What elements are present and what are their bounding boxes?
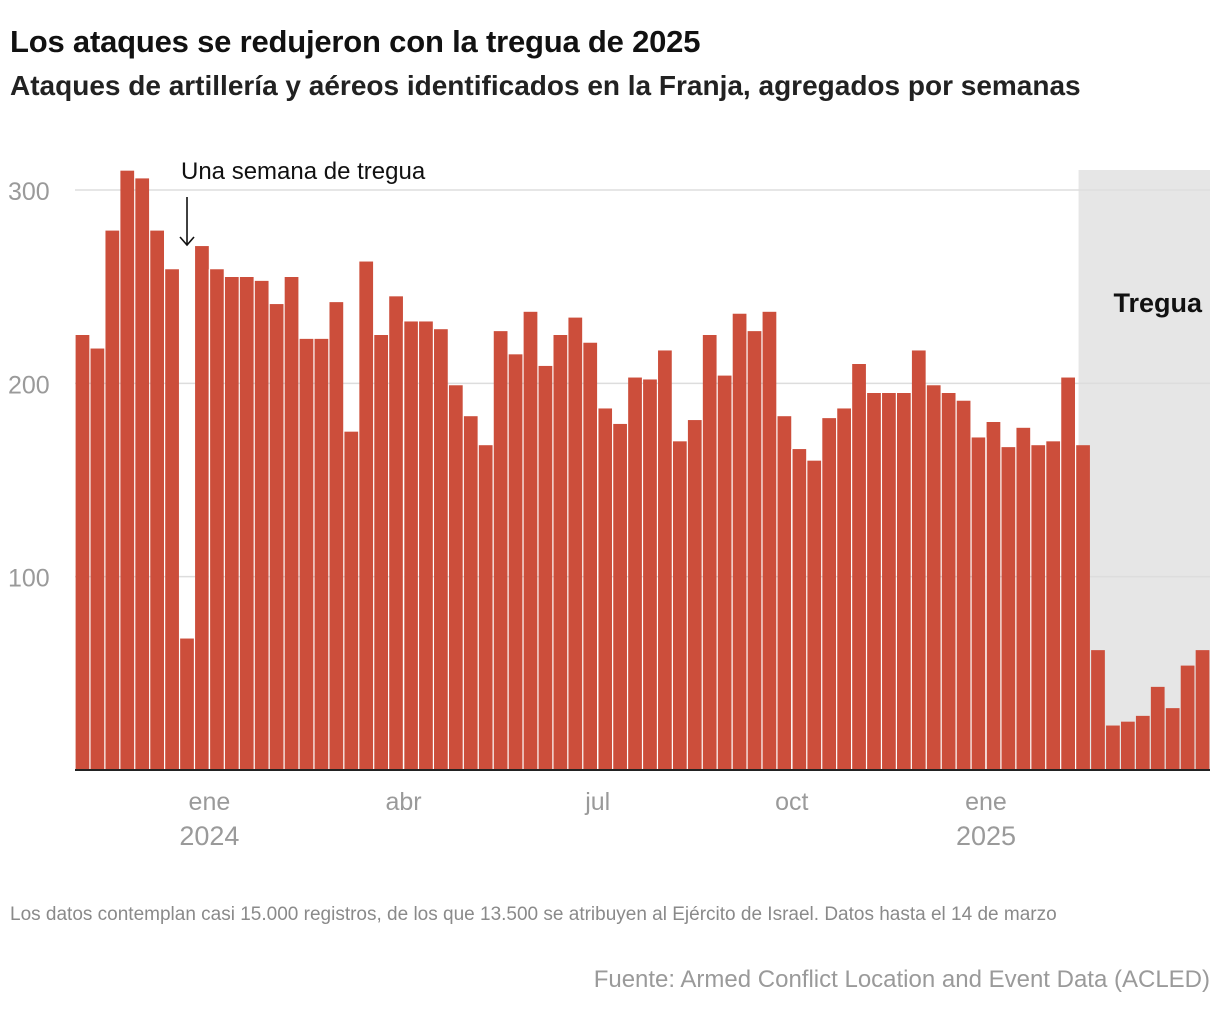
bar <box>239 277 254 770</box>
bar <box>538 365 553 770</box>
bar <box>613 423 627 770</box>
chart-note: Los datos contemplan casi 15.000 registr… <box>10 904 1057 925</box>
bar <box>180 638 194 770</box>
bar <box>478 445 493 770</box>
bar <box>1106 725 1120 770</box>
bar <box>747 331 762 770</box>
bar <box>1195 650 1210 770</box>
bar <box>434 329 448 770</box>
bar <box>419 321 433 770</box>
bar <box>329 302 344 770</box>
x-tick-label: ene <box>189 788 231 816</box>
bar <box>1180 665 1195 770</box>
bar <box>762 311 777 770</box>
bar <box>792 449 807 770</box>
bar <box>404 321 418 770</box>
annotation-arrow-head <box>179 236 195 247</box>
annotation-label: Una semana de tregua <box>181 158 426 185</box>
bar <box>702 335 717 770</box>
bar <box>195 246 209 771</box>
bar <box>448 385 463 770</box>
x-tick-year: 2024 <box>179 821 239 851</box>
x-tick-label: ene <box>965 788 1007 816</box>
chart-title: Los ataques se redujeron con la tregua d… <box>10 24 701 59</box>
y-tick-label: 300 <box>8 178 50 206</box>
bar <box>150 230 165 771</box>
bar <box>956 400 971 770</box>
chart-subtitle: Ataques de artillería y aéreos identific… <box>10 70 1081 101</box>
bar <box>493 331 508 770</box>
bar <box>628 377 642 770</box>
bar <box>284 277 299 770</box>
bar <box>389 296 403 770</box>
x-tick-label: jul <box>584 788 610 816</box>
bar <box>807 460 822 770</box>
x-tick-label: abr <box>385 788 421 816</box>
chart-source: Fuente: Armed Conflict Location and Even… <box>593 966 1210 993</box>
bar <box>344 431 359 770</box>
bar <box>553 335 568 770</box>
bar <box>1120 721 1135 770</box>
bar <box>852 364 866 770</box>
truce-label: Tregua <box>1113 288 1203 318</box>
bar <box>867 393 881 770</box>
bar <box>687 420 702 770</box>
bar <box>120 170 135 770</box>
bar <box>911 350 926 770</box>
bar <box>1076 445 1090 770</box>
bar <box>359 261 374 770</box>
bar <box>75 335 90 770</box>
bar <box>1001 447 1016 770</box>
bar <box>882 393 896 770</box>
bar <box>105 230 120 771</box>
bar <box>986 422 1001 770</box>
bar <box>941 393 956 770</box>
bar <box>583 342 598 770</box>
bar <box>299 338 314 770</box>
bar <box>568 317 583 770</box>
bar <box>523 311 538 770</box>
bar <box>508 354 523 770</box>
x-tick-label: oct <box>775 788 808 816</box>
weekly-attacks-bar-chart: Tregua 100 200 300 ene 2024 abr jul oct ene 2025 Un… <box>8 158 1210 851</box>
bar <box>90 348 105 770</box>
y-tick-label: 200 <box>8 371 50 399</box>
bar <box>374 335 389 770</box>
bar <box>598 408 613 770</box>
bar <box>165 269 179 770</box>
bar <box>269 304 284 770</box>
bar <box>732 313 747 770</box>
bar <box>254 280 269 770</box>
bar <box>210 269 224 770</box>
bar <box>717 375 732 770</box>
bar <box>1016 427 1031 770</box>
y-tick-label: 100 <box>8 565 50 593</box>
bar <box>224 277 239 770</box>
bar <box>672 441 687 770</box>
bar <box>926 385 941 770</box>
bar <box>1046 441 1061 770</box>
bar <box>1150 686 1165 770</box>
bar <box>1165 708 1180 770</box>
bar <box>971 437 986 770</box>
bar <box>822 418 837 770</box>
bar <box>314 338 329 770</box>
bar <box>463 416 478 770</box>
x-tick-year: 2025 <box>956 821 1016 851</box>
bar <box>658 350 672 770</box>
bar <box>837 408 851 770</box>
bar <box>1091 650 1105 770</box>
bar <box>1031 445 1046 770</box>
bar <box>777 416 792 770</box>
bar <box>896 393 911 770</box>
bar <box>135 178 150 770</box>
bar <box>1061 377 1075 770</box>
bar <box>643 379 657 770</box>
bar <box>1135 715 1150 770</box>
